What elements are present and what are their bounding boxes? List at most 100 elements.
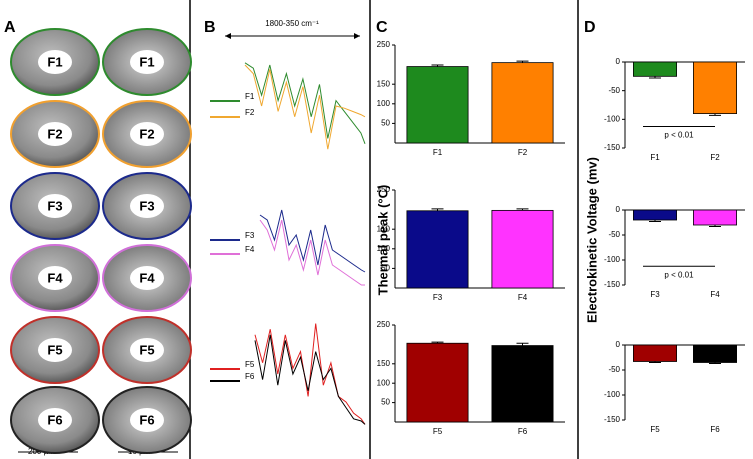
spectrum-line (254, 323, 366, 425)
bar (693, 209, 738, 226)
annotation: 1800-350 cm⁻¹ (265, 19, 319, 28)
error-bar (649, 76, 661, 79)
error-bar (709, 225, 721, 227)
spectrum-line (244, 64, 366, 150)
label-badge (38, 122, 72, 146)
error-bar (709, 362, 721, 364)
y-tick-label: 250 (377, 40, 391, 49)
sem-label: F3 (139, 198, 154, 213)
y-tick-label: 250 (377, 320, 391, 329)
label-badge (130, 266, 164, 290)
x-tick-label: F6 (518, 427, 528, 436)
sem-label: F4 (47, 270, 63, 285)
spectrum-line (259, 209, 366, 273)
bar (633, 209, 678, 221)
label-badge (38, 50, 72, 74)
annotation: p < 0.01 (664, 131, 694, 140)
bar (406, 66, 469, 144)
y-tick-label: 100 (377, 99, 391, 108)
panel-label: C (376, 19, 388, 36)
y-tick-label: 0 (616, 57, 621, 66)
x-tick-label: F3 (433, 293, 443, 302)
annotation: p < 0.01 (664, 270, 694, 279)
sem-label: F3 (47, 198, 62, 213)
sem-label: F1 (47, 54, 62, 69)
x-tick-label: F4 (518, 293, 528, 302)
y-axis-label: Electrokinetic Voltage (mv) (584, 157, 599, 323)
legend-label: F1 (245, 92, 255, 101)
bar (693, 344, 738, 363)
error-bar (709, 113, 721, 116)
y-tick-label: -150 (604, 143, 621, 152)
y-tick-label: 100 (377, 244, 391, 253)
error-bar (431, 341, 444, 344)
x-tick-label: F1 (433, 148, 443, 157)
y-tick-label: 0 (616, 205, 621, 214)
sem-label: F6 (47, 412, 62, 427)
error-bar (431, 208, 444, 211)
panel-label: A (4, 19, 16, 36)
bar (633, 61, 678, 77)
x-tick-label: F3 (650, 290, 660, 299)
label-badge (130, 338, 164, 362)
label-badge (38, 338, 72, 362)
error-bar (516, 342, 529, 346)
bar (491, 209, 554, 289)
label-badge (38, 408, 72, 432)
panel-label: B (204, 19, 216, 36)
legend-label: F5 (245, 360, 255, 369)
y-tick-label: 250 (377, 185, 391, 194)
y-tick-label: -150 (604, 280, 621, 289)
label-badge (130, 122, 164, 146)
y-tick-label: -150 (604, 415, 621, 424)
y-tick-label: -50 (608, 86, 620, 95)
error-bar (649, 361, 661, 363)
spectrum-line (254, 334, 366, 425)
y-tick-label: 50 (381, 264, 390, 273)
y-tick-label: 150 (377, 79, 391, 88)
bar (633, 344, 678, 362)
legend-label: F4 (245, 245, 255, 254)
error-bar (516, 208, 529, 211)
spectrum-line (244, 62, 366, 144)
sem-label: F2 (47, 126, 62, 141)
x-tick-label: F1 (650, 153, 660, 162)
error-bar (649, 220, 661, 222)
y-tick-label: 0 (616, 340, 621, 349)
bar (491, 62, 554, 144)
sem-label: F1 (139, 54, 154, 69)
label-badge (38, 266, 72, 290)
y-tick-label: 150 (377, 359, 391, 368)
bar (406, 210, 469, 289)
y-tick-label: 50 (381, 119, 390, 128)
sem-label: F4 (139, 270, 155, 285)
y-tick-label: -50 (608, 230, 620, 239)
spectrum-line (259, 219, 365, 286)
y-tick-label: -50 (608, 365, 620, 374)
y-tick-label: 150 (377, 224, 391, 233)
x-tick-label: F4 (710, 290, 720, 299)
y-tick-label: 100 (377, 378, 391, 387)
label-badge (38, 194, 72, 218)
label-badge (130, 408, 164, 432)
y-tick-label: -100 (604, 114, 621, 123)
legend-label: F2 (245, 108, 255, 117)
y-tick-label: -100 (604, 255, 621, 264)
x-tick-label: F6 (710, 425, 720, 434)
label-badge (130, 50, 164, 74)
legend-label: F3 (245, 231, 255, 240)
label-badge (130, 194, 164, 218)
bar (693, 61, 738, 114)
sem-label: F5 (139, 342, 154, 357)
error-bar (431, 64, 444, 67)
bar (406, 342, 469, 423)
sem-label: F5 (47, 342, 62, 357)
x-tick-label: F5 (650, 425, 660, 434)
bar (491, 345, 554, 423)
error-bar (516, 60, 529, 63)
sem-label: F6 (139, 412, 154, 427)
y-tick-label: -100 (604, 390, 621, 399)
x-tick-label: F2 (710, 153, 720, 162)
panel-label: D (584, 19, 596, 36)
